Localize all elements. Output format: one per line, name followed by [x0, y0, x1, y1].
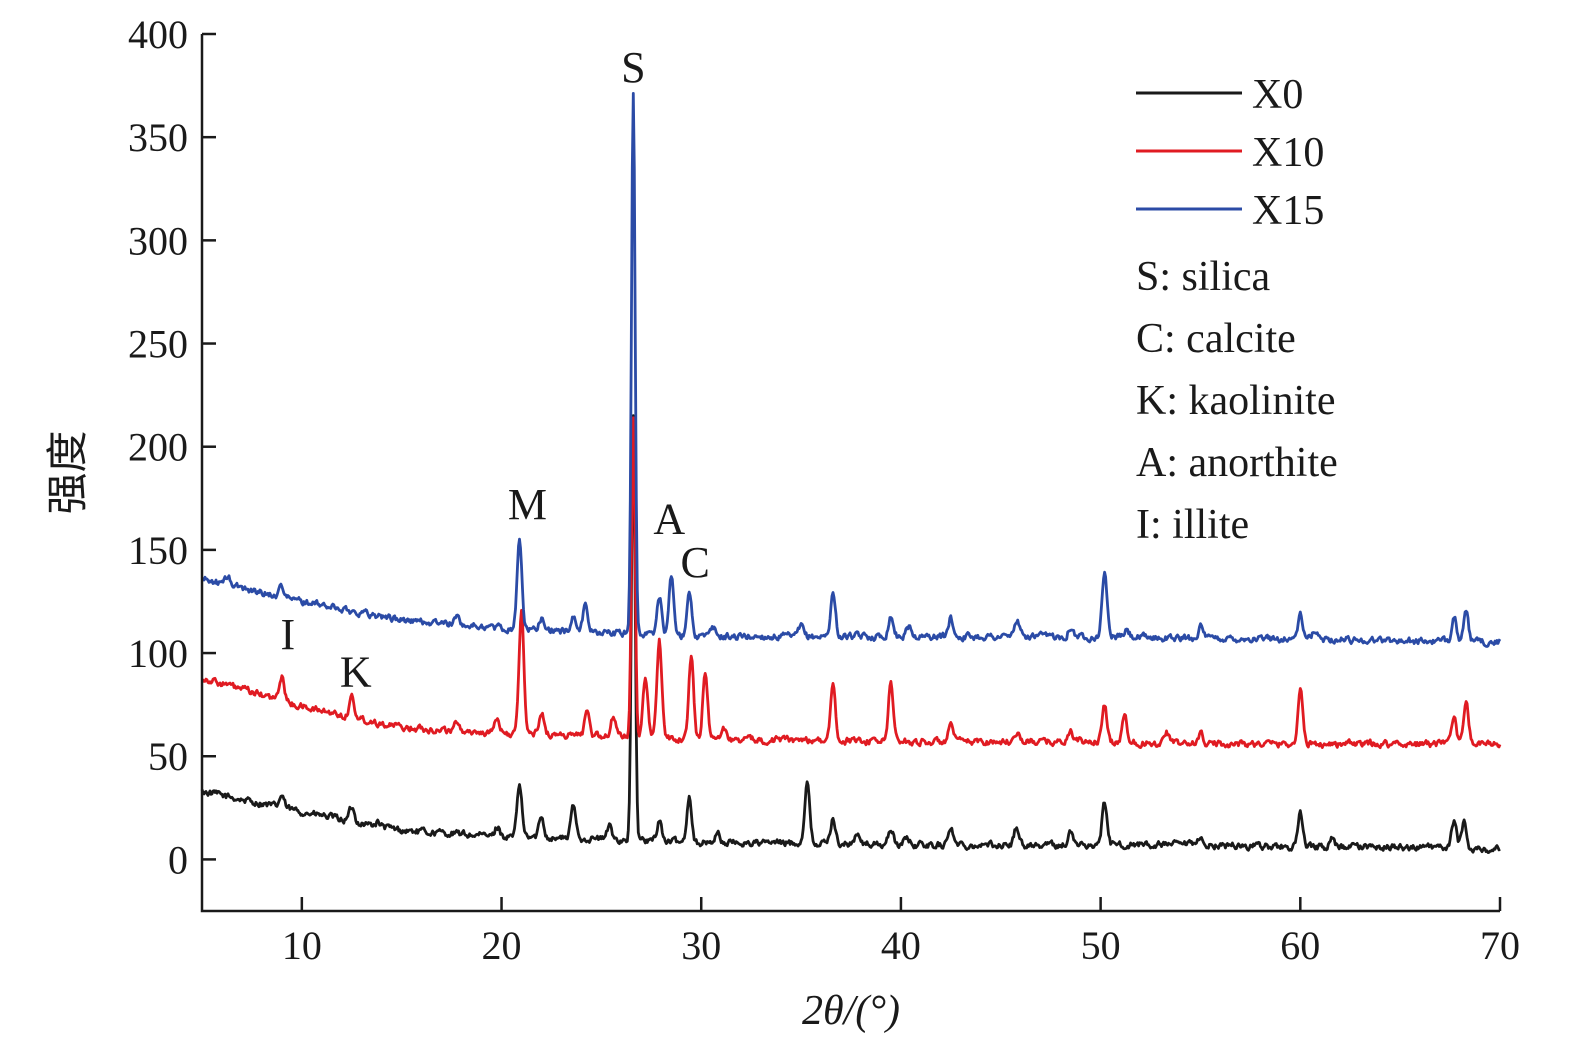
phase-note: K: kaolinite	[1136, 378, 1335, 424]
axes-layer	[200, 34, 1500, 913]
x-tick-label: 50	[1081, 923, 1121, 968]
peak-label-i: I	[281, 610, 296, 659]
phase-note: S: silica	[1136, 254, 1271, 300]
y-tick-label: 50	[148, 734, 188, 779]
x-tick-label: 60	[1280, 923, 1320, 968]
series-x15-line	[201, 92, 1502, 648]
x-tick-label: 40	[881, 923, 921, 968]
annotation-layer: S M AC IK	[281, 43, 710, 697]
legend-label-x10: X10	[1252, 130, 1324, 176]
peak-label-m: M	[508, 480, 547, 529]
y-tick-label: 350	[128, 115, 188, 160]
phase-note: C: calcite	[1136, 316, 1296, 362]
y-tick-label: 100	[128, 631, 188, 676]
x-tick-label: 30	[681, 923, 721, 968]
peak-label-c: C	[681, 538, 710, 587]
x-axis-label: 2θ/(°)	[802, 988, 900, 1034]
y-tick-label: 150	[128, 528, 188, 573]
series-layer	[200, 92, 1502, 854]
peak-label-k: K	[340, 647, 372, 696]
x-tick-label: 70	[1480, 923, 1520, 968]
x-tick-label: 20	[482, 923, 522, 968]
peak-label-a: A	[653, 495, 685, 544]
phase-note: I: illite	[1136, 502, 1249, 548]
peak-label-s: S	[621, 43, 645, 92]
series-x0-line	[200, 414, 1501, 854]
axis-frame	[200, 34, 1500, 913]
legend-label-x0: X0	[1252, 72, 1303, 118]
phase-note: A: anorthite	[1136, 440, 1338, 486]
y-tick-label: 0	[168, 837, 188, 882]
legend-label-x15: X15	[1252, 188, 1324, 234]
y-tick-label: 200	[128, 425, 188, 470]
y-axis-label: 强度	[46, 430, 92, 514]
y-tick-label: 300	[128, 218, 188, 263]
legend: X0 X10 X15	[1136, 72, 1324, 234]
tick-layer: 0 50 100 150 200 250 300 350 400 10 20 30 40 50 60 70	[128, 12, 1520, 968]
x-tick-label: 10	[282, 923, 322, 968]
series-x10-line	[201, 416, 1502, 750]
phase-notes: S: silica C: calcite K: kaolinite A: anorth…	[1136, 254, 1338, 548]
y-tick-label: 250	[128, 322, 188, 367]
y-tick-label: 400	[128, 12, 188, 57]
